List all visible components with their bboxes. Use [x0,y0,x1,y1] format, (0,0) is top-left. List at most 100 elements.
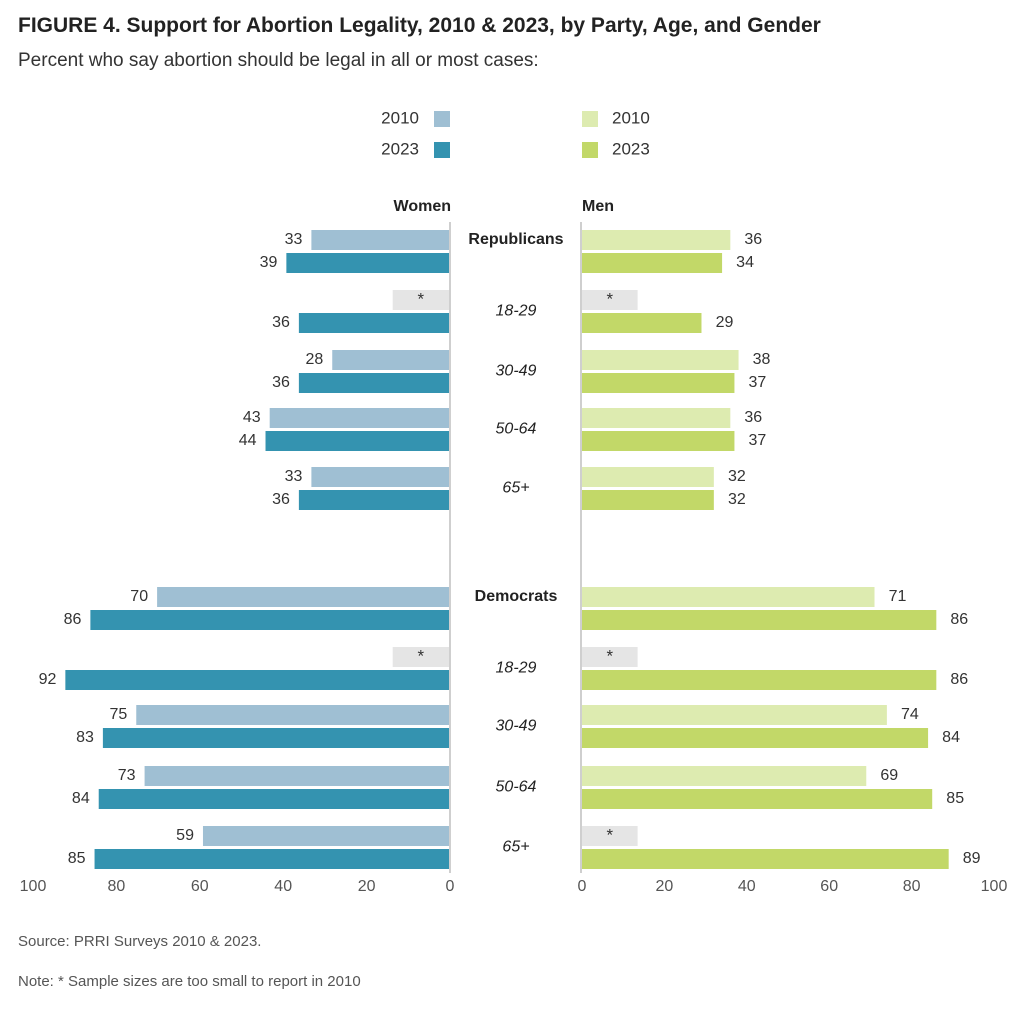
age-label: 18-29 [496,660,537,677]
missing-marker-women: * [418,646,425,665]
x-tick-women: 0 [446,878,455,895]
value-label-men-2023: 32 [728,491,746,508]
age-label: 30-49 [496,718,537,735]
bar-women-2023 [94,849,450,869]
bar-women-2010 [136,705,449,725]
bar-women-2010-missing [392,647,449,667]
bar-women-2010 [202,826,449,846]
value-label-men-2010: 32 [728,468,746,485]
bar-men-2010-missing [582,647,638,667]
legend-men-2023-label: 2023 [612,139,650,158]
bar-men-2010 [582,467,714,487]
age-label: 50-64 [496,779,537,796]
x-tick-men: 40 [738,878,756,895]
bar-women-2023 [98,789,449,809]
bar-men-2023 [582,728,929,748]
bar-men-2010 [582,350,739,370]
value-label-men-2023: 29 [716,314,734,331]
age-label: 65+ [502,480,529,497]
bar-women-2010 [157,587,449,607]
value-label-men-2010: 36 [744,231,762,248]
value-label-men-2023: 89 [963,850,981,867]
x-tick-women: 60 [191,878,209,895]
value-label-women-2010: 43 [243,409,261,426]
value-label-men-2010: 71 [889,588,907,605]
x-tick-men: 80 [903,878,921,895]
value-label-women-2023: 44 [239,432,257,449]
panel-header-women: Women [394,198,451,215]
value-label-women-2023: 39 [260,254,278,271]
bar-men-2023 [582,431,735,451]
age-label: 50-64 [496,421,537,438]
bar-men-2023 [582,849,949,869]
bar-women-2010-missing [392,290,449,310]
value-label-women-2023: 83 [76,729,94,746]
bar-women-2023 [65,670,450,690]
value-label-women-2023: 92 [39,671,57,688]
value-label-women-2010: 70 [130,588,148,605]
x-tick-women: 40 [274,878,292,895]
value-label-women-2023: 85 [68,850,86,867]
bar-women-2010 [311,467,449,487]
legend-women-2010-swatch [434,111,450,127]
bar-men-2010 [582,230,731,250]
butterfly-bar-chart: 2010 2023 2010 2023 Women Men 33 39 36 34 Republic… [20,108,1008,895]
value-label-men-2010: 36 [744,409,762,426]
value-label-women-2023: 36 [272,374,290,391]
value-label-men-2023: 85 [946,790,964,807]
bar-women-2023 [286,253,449,273]
bar-women-2010 [311,230,449,250]
value-label-women-2010: 59 [176,827,194,844]
x-tick-men: 100 [981,878,1008,895]
missing-marker-men: * [606,646,613,665]
value-label-women-2010: 28 [305,351,323,368]
missing-marker-men: * [606,825,613,844]
age-label: 30-49 [496,363,537,380]
legend-men-2010-swatch [582,111,598,127]
x-tick-men: 60 [820,878,838,895]
value-label-men-2010: 69 [880,767,898,784]
x-tick-women: 20 [358,878,376,895]
bar-women-2023 [90,610,449,630]
value-label-men-2010: 38 [753,351,771,368]
value-label-men-2023: 84 [942,729,960,746]
value-label-women-2010: 33 [285,468,303,485]
bar-women-2023 [265,431,449,451]
bar-men-2010 [582,587,875,607]
value-label-women-2010: 75 [109,706,127,723]
bar-women-2023 [298,373,449,393]
chart-title: FIGURE 4. Support for Abortion Legality,… [18,14,821,37]
value-label-women-2010: 73 [118,767,136,784]
x-tick-women: 100 [20,878,47,895]
missing-marker-women: * [418,289,425,308]
x-tick-men: 0 [578,878,587,895]
x-tick-women: 80 [108,878,126,895]
panel-header-men: Men [582,198,614,215]
bar-men-2010 [582,408,731,428]
bar-men-2023 [582,490,714,510]
age-label: 65+ [502,839,529,856]
bar-women-2010 [269,408,449,428]
value-label-men-2023: 34 [736,254,754,271]
bar-men-2010-missing [582,290,638,310]
legend-men-2010-label: 2010 [612,108,650,127]
x-tick-men: 20 [656,878,674,895]
value-label-men-2023: 86 [950,611,968,628]
bar-men-2023 [582,253,723,273]
bar-women-2023 [298,313,449,333]
value-label-men-2023: 37 [749,432,767,449]
legend-men-2023-swatch [582,142,598,158]
bar-men-2010 [582,705,887,725]
value-label-women-2010: 33 [285,231,303,248]
bar-women-2010 [144,766,449,786]
bar-women-2023 [102,728,449,748]
bar-women-2023 [298,490,449,510]
value-label-women-2023: 84 [72,790,90,807]
bar-men-2023 [582,670,937,690]
bar-men-2010-missing [582,826,638,846]
value-label-women-2023: 36 [272,314,290,331]
chart-subtitle: Percent who say abortion should be legal… [18,50,539,71]
group-label-democrats: Democrats [475,588,558,605]
bar-women-2010 [332,350,449,370]
legend-women-2010-label: 2010 [381,108,419,127]
